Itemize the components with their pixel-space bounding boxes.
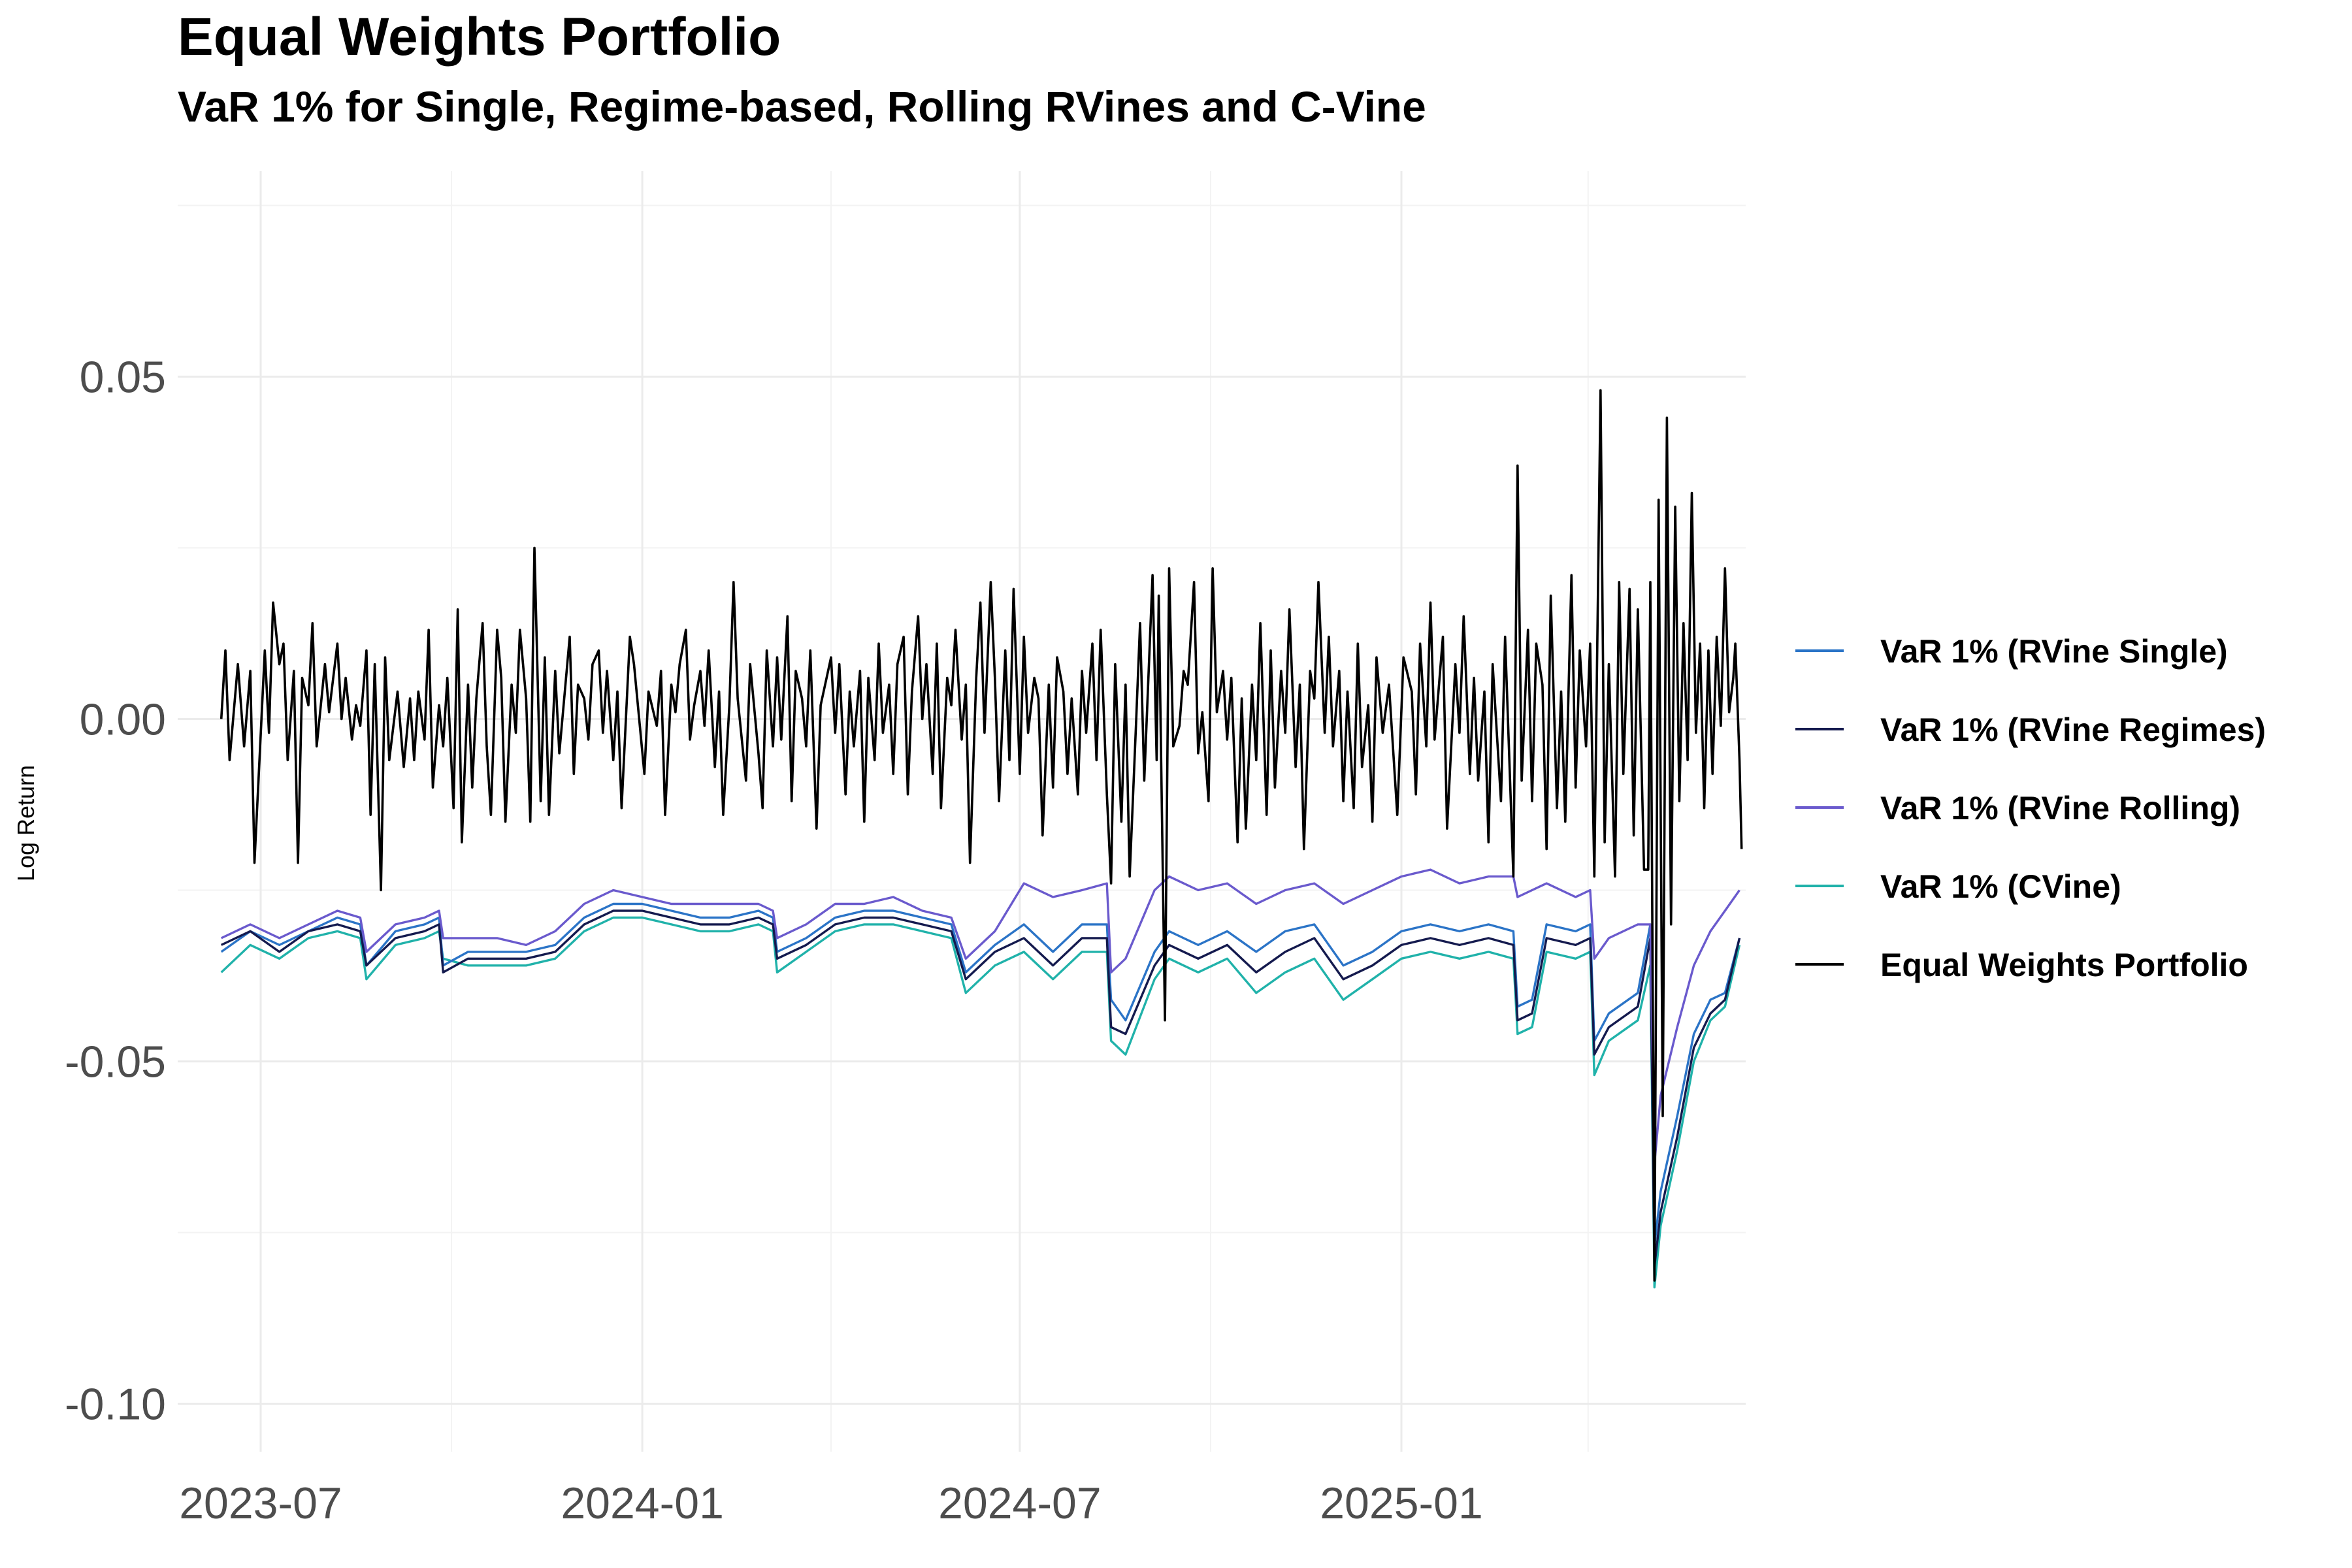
legend-label: VaR 1% (CVine) xyxy=(1880,868,2121,905)
y-tick-label: -0.05 xyxy=(65,1037,166,1087)
legend-label: Equal Weights Portfolio xyxy=(1880,947,2248,983)
series-line-2 xyxy=(220,909,1741,1268)
y-tick-label: 0.00 xyxy=(80,695,166,745)
y-tick-label: 0.05 xyxy=(80,352,166,402)
series-line-4 xyxy=(220,916,1741,1289)
series-line-3 xyxy=(220,868,1740,1166)
x-tick-label: 2023-07 xyxy=(179,1478,342,1528)
y-tick-label: -0.10 xyxy=(65,1380,166,1429)
legend-label: VaR 1% (RVine Regimes) xyxy=(1880,711,2266,748)
legend-label: VaR 1% (RVine Rolling) xyxy=(1880,790,2240,826)
y-tick-labels: 0.05 0.00 -0.05 -0.10 xyxy=(65,352,166,1429)
series-line-1 xyxy=(220,902,1741,1248)
legend: VaR 1% (RVine Single) VaR 1% (RVine Regim… xyxy=(1795,633,2266,983)
y-axis-label: Log Return xyxy=(12,765,39,881)
x-tick-labels: 2023-07 2024-01 2024-07 2025-01 xyxy=(179,1478,1483,1528)
x-tick-label: 2024-01 xyxy=(561,1478,724,1528)
chart-subtitle: VaR 1% for Single, Regime-based, Rolling… xyxy=(178,82,1426,131)
x-tick-label: 2024-07 xyxy=(938,1478,1102,1528)
chart-title: Equal Weights Portfolio xyxy=(178,7,781,67)
legend-label: VaR 1% (RVine Single) xyxy=(1880,633,2228,670)
series-line-5 xyxy=(220,389,1743,1282)
x-tick-label: 2025-01 xyxy=(1320,1478,1483,1528)
series-lines xyxy=(220,389,1743,1289)
